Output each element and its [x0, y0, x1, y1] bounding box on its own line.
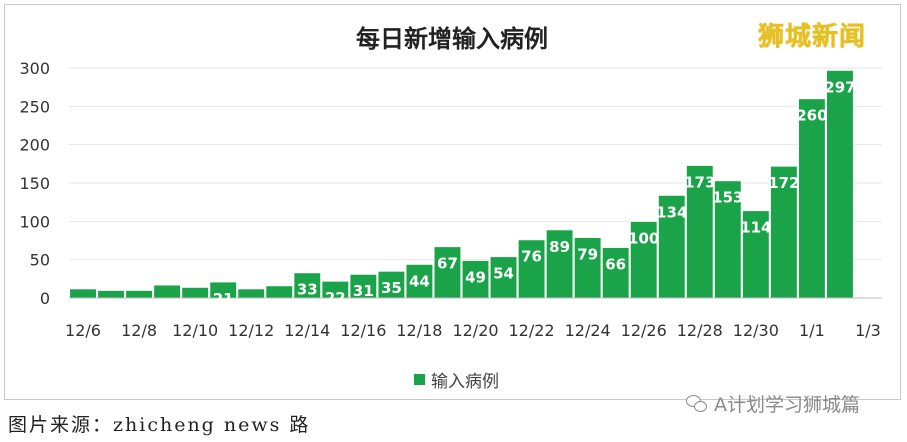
- x-tick-label: 12/28: [677, 321, 723, 340]
- data-label: 35: [381, 279, 402, 297]
- wechat-icon: [686, 394, 708, 413]
- x-tick-label: 12/30: [733, 321, 779, 340]
- bar: [125, 289, 154, 299]
- bar: [797, 98, 826, 299]
- x-tick-label: 12/12: [228, 321, 274, 340]
- x-tick-label: 12/10: [172, 321, 218, 340]
- data-label: 31: [353, 282, 374, 300]
- y-tick-label: 150: [19, 174, 50, 193]
- data-label: 114: [740, 219, 771, 237]
- wechat-account[interactable]: A计划学习狮城篇: [686, 390, 860, 417]
- bar: [573, 236, 602, 299]
- bar: [237, 288, 266, 299]
- bar-chart: 每日新增输入病例 0 50 100 150 200 250 300 21 33 22 31 35 44 67…: [19, 25, 882, 340]
- chart-title: 每日新增输入病例: [356, 25, 548, 53]
- y-tick-label: 50: [30, 251, 50, 270]
- bar: [713, 180, 742, 299]
- bar: [769, 165, 798, 299]
- legend-label: 输入病例: [431, 371, 499, 392]
- bar: [629, 220, 658, 299]
- data-label: 297: [824, 78, 855, 96]
- data-label: 21: [213, 290, 234, 308]
- x-tick-label: 12/18: [396, 321, 442, 340]
- data-label: 153: [712, 189, 743, 207]
- data-label: 33: [297, 281, 318, 299]
- bar: [265, 285, 294, 299]
- x-tick-label: 12/16: [340, 321, 386, 340]
- y-tick-label: 250: [19, 97, 50, 116]
- data-label: 54: [493, 265, 514, 283]
- data-label: 173: [684, 173, 715, 191]
- data-label: 260: [796, 107, 827, 125]
- bar: [657, 194, 686, 299]
- legend-swatch: [414, 373, 425, 385]
- data-label: 89: [549, 238, 570, 256]
- data-label: 66: [605, 255, 626, 273]
- bar: [825, 69, 854, 299]
- bar: [181, 286, 210, 299]
- wechat-account-name: A计划学习狮城篇: [714, 394, 860, 416]
- data-label: 76: [521, 248, 542, 266]
- y-tick-label: 300: [19, 59, 50, 78]
- bar: [405, 263, 434, 299]
- data-label: 67: [437, 255, 458, 273]
- data-label: 49: [465, 268, 486, 286]
- data-label: 22: [325, 289, 346, 307]
- data-label: 172: [768, 174, 799, 192]
- data-label: 79: [577, 245, 598, 263]
- x-tick-label: 1/3: [855, 321, 881, 340]
- bar: [685, 164, 714, 299]
- data-label: 44: [409, 272, 430, 290]
- y-tick-label: 0: [40, 289, 50, 308]
- chart-frame: [4, 4, 901, 400]
- data-label: 134: [656, 203, 687, 221]
- bar: [69, 288, 97, 299]
- bar: [153, 284, 182, 299]
- bar: [545, 229, 574, 299]
- data-label: 100: [628, 229, 659, 247]
- legend: 输入病例: [414, 368, 499, 392]
- y-tick-label: 200: [19, 136, 50, 155]
- bar: [97, 289, 126, 299]
- x-tick-label: 1/1: [799, 321, 825, 340]
- x-tick-label: 12/14: [284, 321, 330, 340]
- x-tick-label: 12/22: [509, 321, 555, 340]
- source-caption: 图片来源：zhicheng news 路: [8, 414, 311, 436]
- x-tick-label: 12/24: [565, 321, 611, 340]
- x-tick-label: 12/6: [65, 321, 101, 340]
- x-tick-label: 12/20: [452, 321, 498, 340]
- x-tick-label: 12/26: [621, 321, 667, 340]
- bar: [377, 270, 406, 299]
- y-tick-label: 100: [19, 212, 50, 231]
- bar: [517, 239, 546, 299]
- x-tick-label: 12/8: [121, 321, 157, 340]
- bar: [601, 246, 630, 299]
- brand-watermark: 狮城新闻: [758, 22, 867, 52]
